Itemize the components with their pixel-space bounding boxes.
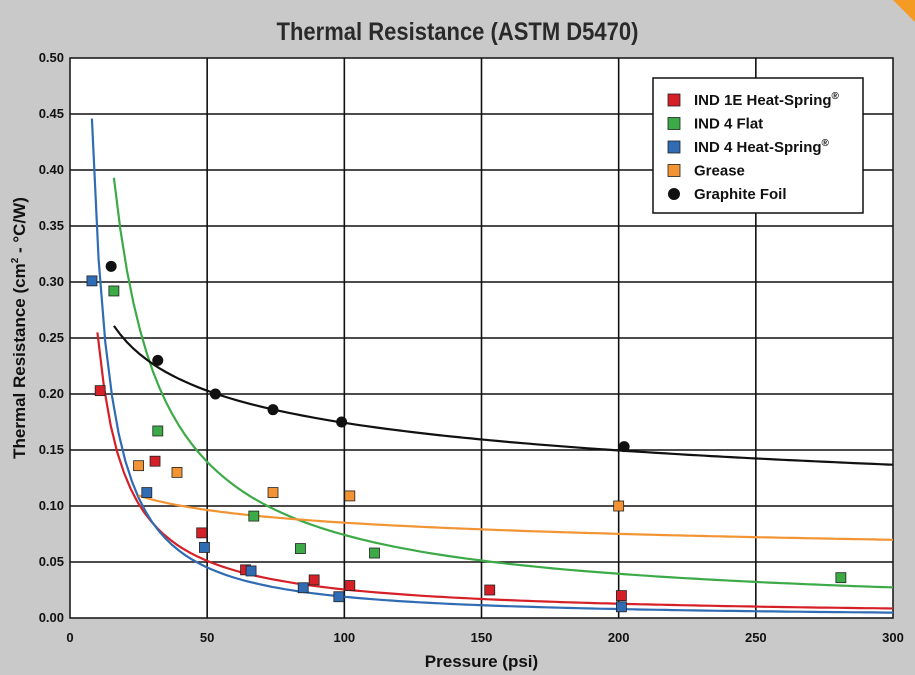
legend-label-ind-4-flat: IND 4 Flat — [694, 116, 763, 133]
legend-swatch-ind-1e-heat-spring — [667, 93, 681, 107]
series-layer — [86, 118, 894, 614]
legend-label-grease: Grease — [694, 163, 745, 180]
x-tick-label: 200 — [608, 630, 630, 645]
x-tick-label: 150 — [471, 630, 493, 645]
y-tick-label: 0.35 — [39, 218, 64, 233]
legend-box — [652, 77, 864, 214]
x-tick-labels: 0 50 100 150 200 250 300 — [66, 630, 903, 645]
chart-title: Thermal Resistance (ASTM D5470) — [276, 18, 639, 46]
point-ind-1e-heat-spring — [484, 584, 496, 596]
point-graphite-foil — [105, 260, 117, 272]
y-axis-label: Thermal Resistance (cm2 - °C/W) — [10, 197, 29, 459]
point-ind-1e-heat-spring — [344, 580, 356, 591]
point-ind-4-heat-spring — [245, 565, 257, 577]
y-tick-label: 0.20 — [39, 386, 64, 401]
point-ind-4-heat-spring — [297, 582, 309, 594]
y-tick-label: 0.25 — [39, 330, 64, 345]
legend-label-ind-4-heat-spring: IND 4 Heat-Spring® — [694, 138, 830, 156]
point-ind-4-heat-spring — [141, 487, 153, 498]
legend-swatch-graphite-foil — [668, 188, 680, 200]
point-ind-4-flat — [295, 543, 306, 554]
x-tick-label: 0 — [66, 630, 73, 645]
point-graphite-foil — [209, 388, 221, 400]
legend-swatch-ind-4-heat-spring — [667, 140, 681, 154]
y-tick-label: 0.50 — [39, 50, 64, 65]
legend-swatch-ind-4-flat — [667, 117, 681, 130]
point-ind-4-heat-spring — [333, 591, 345, 603]
point-ind-4-flat — [248, 510, 260, 522]
point-ind-1e-heat-spring — [616, 590, 627, 601]
y-tick-label: 0.30 — [39, 274, 64, 289]
x-tick-label: 100 — [333, 630, 355, 645]
x-axis-label: Pressure (psi) — [425, 652, 538, 671]
point-graphite-foil — [267, 404, 279, 416]
point-grease — [133, 460, 144, 472]
y-tick-labels: 0.00 0.05 0.10 0.15 0.20 0.25 0.30 0.35 0.40 0.45… — [39, 50, 64, 625]
trendline-ind-4-flat — [112, 177, 894, 589]
y-tick-label: 0.10 — [39, 498, 64, 513]
point-grease — [613, 500, 625, 512]
x-tick-label: 250 — [745, 630, 767, 645]
point-ind-4-heat-spring — [199, 542, 210, 553]
y-tick-label: 0.45 — [39, 106, 64, 121]
x-tick-label: 50 — [200, 630, 214, 645]
point-graphite-foil — [618, 441, 630, 453]
x-tick-label: 300 — [882, 630, 904, 645]
point-ind-1e-heat-spring — [149, 455, 161, 467]
point-grease — [267, 487, 279, 498]
corner-accent — [893, 0, 915, 22]
point-ind-1e-heat-spring — [308, 574, 320, 586]
legend-label-graphite-foil: Graphite Foil — [694, 186, 787, 203]
y-tick-label: 0.05 — [39, 554, 64, 569]
y-tick-label: 0.15 — [39, 442, 64, 457]
legend: IND 1E Heat-Spring® IND 4 Flat IND 4 Heat-… — [652, 77, 864, 214]
point-ind-1e-heat-spring — [94, 385, 106, 397]
trendline-graphite-foil — [113, 325, 894, 466]
point-ind-4-flat — [369, 547, 380, 559]
legend-swatch-grease — [667, 164, 681, 177]
y-tick-label: 0.40 — [39, 162, 64, 177]
point-ind-4-flat — [108, 285, 120, 297]
point-grease — [344, 490, 356, 502]
point-ind-4-heat-spring — [86, 275, 98, 287]
point-graphite-foil — [336, 416, 348, 428]
trendline-ind-1e-heat-spring — [96, 332, 894, 610]
point-grease — [171, 466, 183, 478]
trendline-ind-4-heat-spring — [90, 118, 893, 614]
point-ind-4-flat — [835, 572, 847, 584]
point-graphite-foil — [152, 354, 164, 366]
point-ind-4-flat — [152, 425, 164, 437]
point-ind-1e-heat-spring — [196, 527, 208, 539]
y-tick-label: 0.00 — [39, 610, 64, 625]
legend-label-ind-1e-heat-spring: IND 1E Heat-Spring® — [694, 91, 840, 109]
point-ind-4-heat-spring — [616, 601, 627, 613]
trendline-grease — [138, 494, 894, 541]
